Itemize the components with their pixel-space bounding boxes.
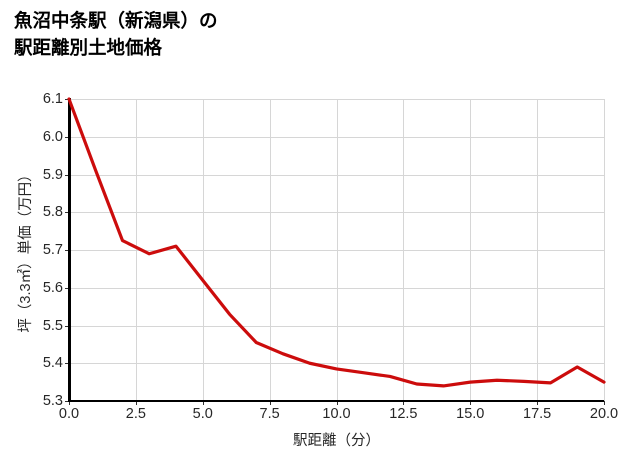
x-tick-label: 17.5 bbox=[523, 406, 552, 422]
y-tick-mark bbox=[65, 99, 69, 100]
gridline-vertical bbox=[403, 99, 405, 401]
y-tick-mark bbox=[65, 401, 69, 402]
y-tick-label: 5.7 bbox=[42, 242, 63, 258]
x-tick-mark bbox=[135, 401, 137, 405]
gridline-vertical bbox=[470, 99, 472, 401]
x-tick-mark bbox=[604, 401, 605, 405]
gridline-vertical bbox=[269, 99, 271, 401]
x-tick-label: 15.0 bbox=[456, 406, 485, 422]
x-tick-mark bbox=[537, 401, 539, 405]
y-tick-mark bbox=[65, 287, 69, 289]
y-axis-spine bbox=[68, 98, 71, 401]
x-axis-title: 駅距離（分） bbox=[293, 433, 380, 449]
y-tick-mark bbox=[65, 363, 69, 365]
x-tick-label: 0.0 bbox=[58, 406, 80, 422]
y-tick-label: 6.0 bbox=[42, 128, 63, 145]
y-tick-label: 6.1 bbox=[42, 91, 63, 107]
x-tick-mark bbox=[403, 401, 405, 405]
x-tick-label: 5.0 bbox=[192, 406, 213, 422]
y-tick-label: 5.5 bbox=[42, 317, 63, 334]
x-axis-spine bbox=[68, 399, 604, 402]
gridline-vertical bbox=[202, 99, 204, 401]
gridline-vertical bbox=[537, 99, 539, 401]
gridline-vertical bbox=[135, 99, 137, 401]
y-tick-mark bbox=[65, 250, 69, 251]
y-tick-label: 5.9 bbox=[42, 166, 63, 183]
y-tick-mark bbox=[65, 174, 69, 176]
page-title: 魚沼中条駅（新潟県）の 駅距離別土地価格 bbox=[14, 10, 218, 58]
y-tick-label: 5.4 bbox=[42, 355, 63, 372]
plot-area: 5.3 5.4 5.5 5.6 5.7 5.8 5.9 6.0 6.1 0.0 2.5 5.0 7.5… bbox=[18, 91, 618, 449]
y-tick-mark bbox=[65, 325, 69, 327]
x-tick-mark bbox=[336, 401, 338, 405]
data-series-line bbox=[67, 97, 606, 388]
x-tick-mark bbox=[69, 401, 70, 405]
x-tick-label: 7.5 bbox=[259, 406, 280, 422]
x-tick-mark bbox=[269, 401, 271, 405]
y-axis-title: 坪（3.3㎡）単価（万円） bbox=[18, 167, 34, 333]
y-tick-mark bbox=[65, 136, 69, 138]
y-tick-label: 5.8 bbox=[42, 204, 63, 221]
x-tick-mark bbox=[202, 401, 204, 405]
y-tick-label: 5.3 bbox=[42, 393, 63, 409]
x-tick-label: 2.5 bbox=[125, 406, 146, 422]
y-tick-mark bbox=[65, 212, 69, 214]
y-tick-label: 5.6 bbox=[42, 279, 63, 296]
x-tick-label: 12.5 bbox=[389, 406, 418, 422]
gridline-vertical bbox=[604, 99, 605, 401]
gridline-vertical bbox=[336, 99, 338, 401]
x-tick-label: 20.0 bbox=[589, 406, 619, 422]
x-tick-label: 10.0 bbox=[322, 406, 351, 422]
x-tick-mark bbox=[470, 401, 472, 405]
